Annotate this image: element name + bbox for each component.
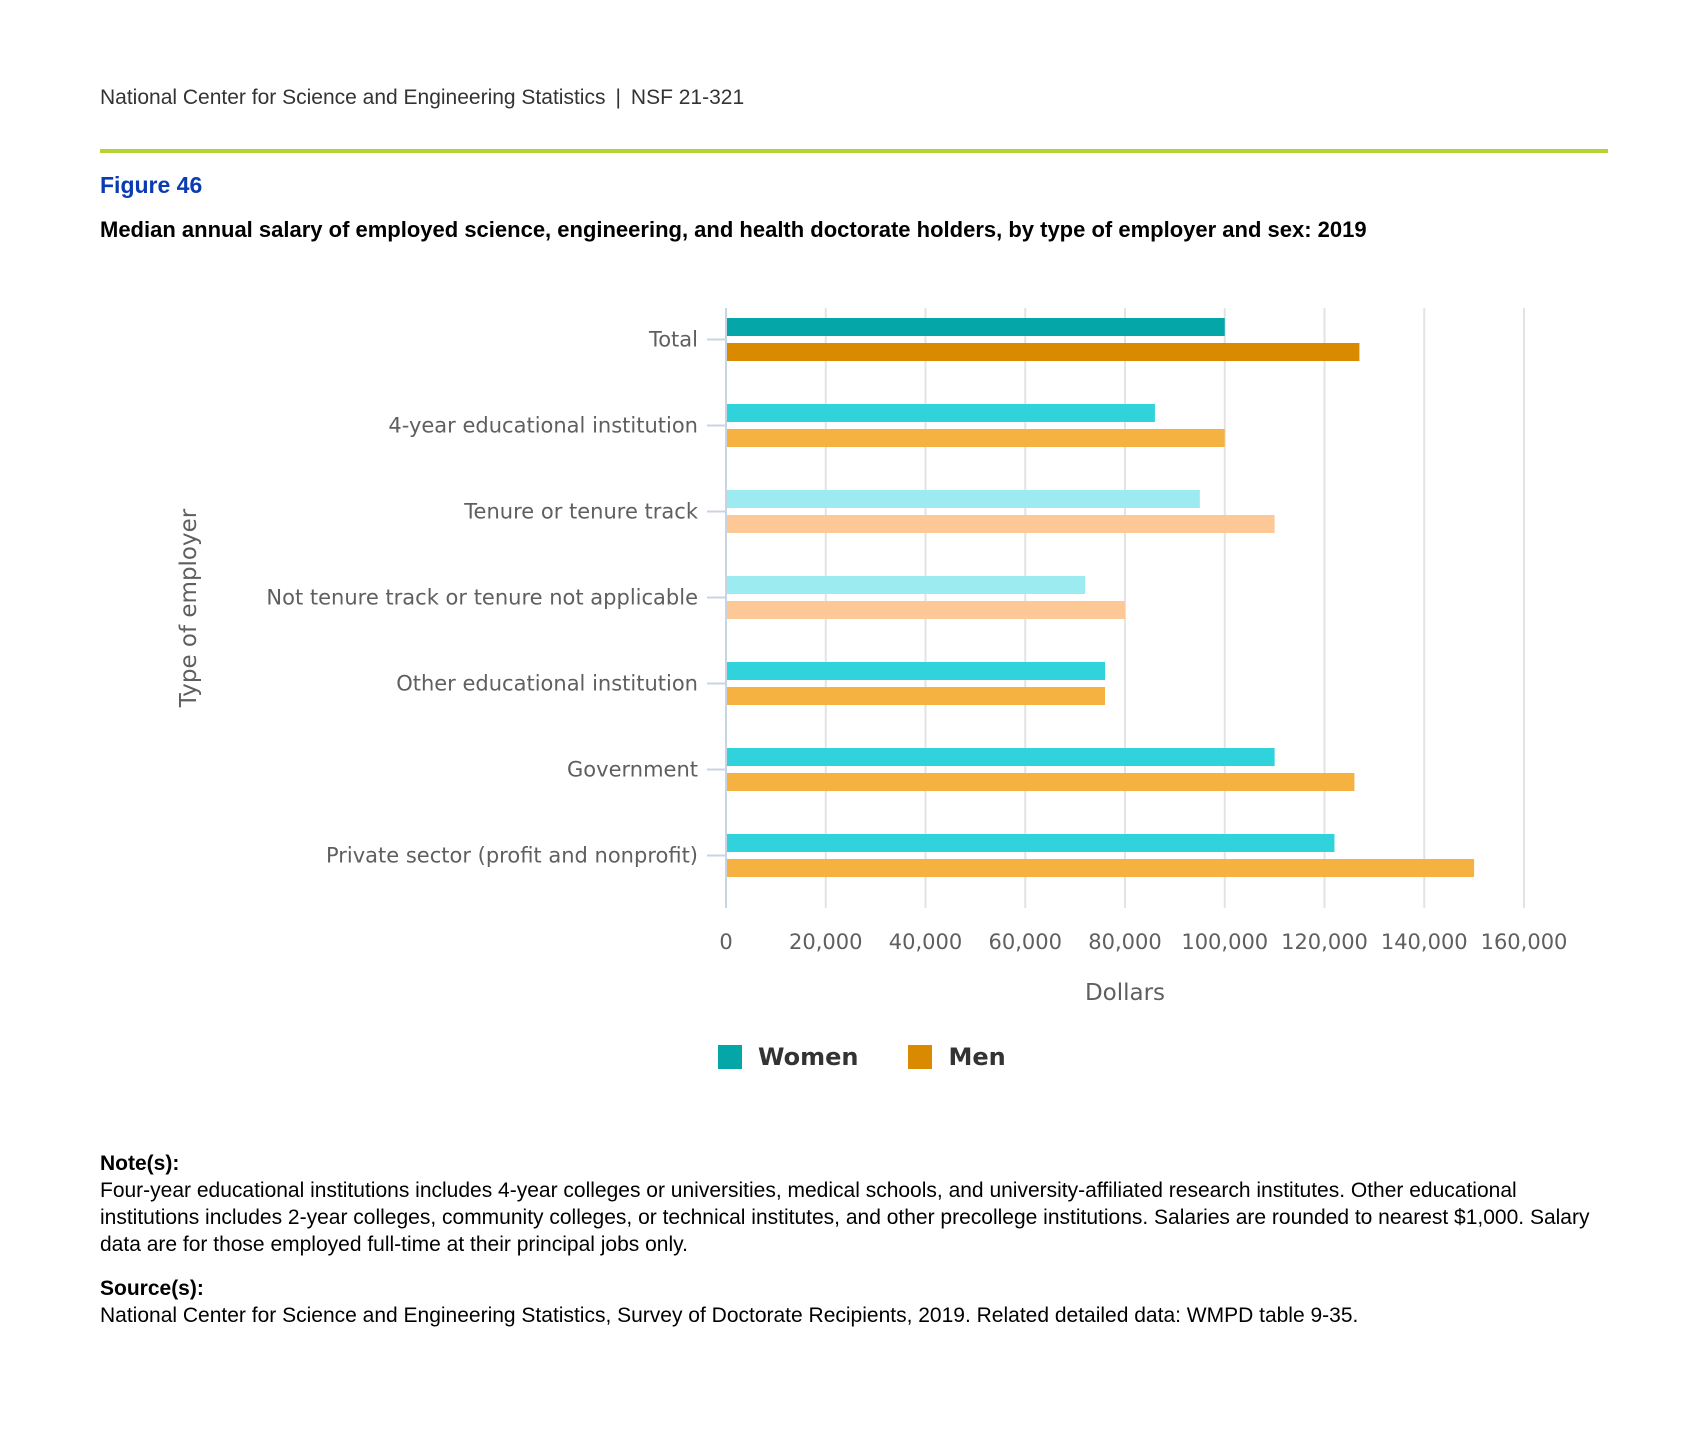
- x-tick-label: 0: [719, 930, 732, 954]
- bar-women: [727, 748, 1275, 766]
- x-tick-label: 140,000: [1381, 930, 1468, 954]
- x-tick-label: 160,000: [1481, 930, 1568, 954]
- y-tick-label: 4-year educational institution: [388, 414, 698, 438]
- y-tick-label: Private sector (profit and nonprofit): [326, 844, 698, 868]
- y-tick-label: Other educational institution: [396, 672, 698, 696]
- note-text: Four-year educational institutions inclu…: [100, 1179, 1590, 1256]
- source-heading: Source(s):: [100, 1277, 204, 1300]
- bar-chart: 0 20,000 40,000 60,000 80,000 100,000 120,000 1…: [176, 308, 1568, 1006]
- note-block: Note(s): Four-year educational instituti…: [100, 1150, 1620, 1258]
- report-number: NSF 21-321: [630, 86, 745, 109]
- chart-legend: Women Men: [718, 1043, 1056, 1071]
- report-header: National Center for Science and Engineer…: [100, 86, 744, 110]
- bar-men: [727, 687, 1106, 705]
- header-separator: |: [615, 86, 621, 109]
- y-tick-label: Total: [648, 328, 698, 352]
- bar-men: [727, 429, 1225, 447]
- y-tick-label: Government: [567, 758, 698, 782]
- note-heading: Note(s):: [100, 1152, 180, 1175]
- x-tick-label: 100,000: [1181, 930, 1268, 954]
- org-name: National Center for Science and Engineer…: [100, 86, 606, 109]
- x-tick-label: 60,000: [989, 930, 1062, 954]
- figure-title: Median annual salary of employed science…: [100, 217, 1367, 242]
- x-tick-label: 40,000: [889, 930, 962, 954]
- legend-swatch-men: [908, 1045, 933, 1069]
- bar-men: [727, 859, 1475, 877]
- bar-men: [727, 343, 1360, 361]
- legend-label-men: Men: [948, 1043, 1006, 1071]
- bar-women: [727, 490, 1200, 508]
- bar-men: [727, 601, 1125, 619]
- legend-item-women[interactable]: Women: [718, 1043, 858, 1071]
- bar-women: [727, 662, 1106, 680]
- x-tick-label: 120,000: [1281, 930, 1368, 954]
- figure-label: Figure 46: [100, 172, 203, 198]
- legend-item-men[interactable]: Men: [908, 1043, 1006, 1071]
- y-tick-label: Tenure or tenure track: [463, 500, 699, 524]
- bar-women: [727, 318, 1225, 336]
- x-tick-label: 20,000: [789, 930, 862, 954]
- legend-swatch-women: [718, 1045, 742, 1069]
- x-tick-label: 80,000: [1088, 930, 1161, 954]
- x-axis-title: Dollars: [1085, 980, 1165, 1006]
- bar-men: [727, 773, 1355, 791]
- bar-men: [727, 515, 1275, 533]
- y-axis-title: Type of employer: [176, 508, 202, 708]
- bar-women: [727, 576, 1086, 594]
- header-rule: [100, 149, 1608, 153]
- y-tick-label: Not tenure track or tenure not applicabl…: [266, 586, 698, 610]
- source-text: National Center for Science and Engineer…: [100, 1304, 1359, 1327]
- bar-women: [727, 404, 1155, 422]
- legend-label-women: Women: [758, 1043, 859, 1071]
- notes-section: Note(s): Four-year educational instituti…: [100, 1150, 1620, 1346]
- source-block: Source(s): National Center for Science a…: [100, 1275, 1620, 1329]
- bar-women: [727, 834, 1335, 852]
